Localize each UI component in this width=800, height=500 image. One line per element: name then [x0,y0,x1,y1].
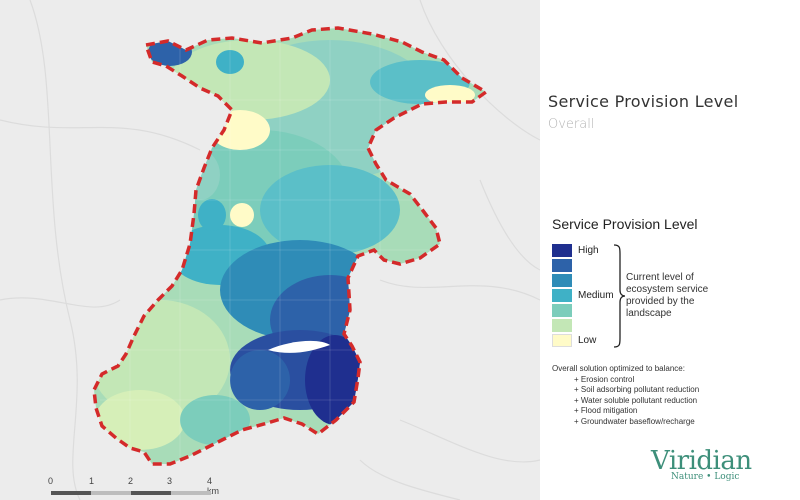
scale-segment [131,491,171,495]
legend-swatch-medium [552,289,572,302]
solution-notes: Overall solution optimized to balance: +… [552,364,699,427]
brand-tagline: Nature • Logic [671,472,740,482]
legend-swatch-high [552,244,572,257]
solution-item: + Groundwater baseflow/recharge [574,416,695,426]
scale-tick-label: 2 [128,476,134,486]
scale-segment [91,491,131,495]
legend-label-low: Low [578,335,597,346]
legend-swatch-low [552,334,572,347]
map-title: Service Provision Level [548,92,739,111]
solution-heading: Overall solution optimized to balance: [552,364,685,373]
scale-tick-label: 4 km [207,476,219,496]
scale-tick-label: 3 [167,476,173,486]
legend-label-high: High [578,245,599,256]
legend-swatch-6 [552,319,572,332]
choropleth-layer [94,28,486,464]
legend-brace [613,244,626,348]
scale-segment [171,491,211,495]
legend-description: Current level of ecosystem service provi… [626,272,709,319]
title-block: Service Provision Level Overall [548,92,738,132]
legend-title: Service Provision Level [552,216,698,232]
legend-swatch-3 [552,274,572,287]
brand-name: Viridian [651,446,752,476]
solution-item: + Erosion control [574,374,635,384]
solution-item: + Water soluble pollutant reduction [574,395,698,405]
legend-swatch-5 [552,304,572,317]
scale-tick-label: 0 [48,476,54,486]
legend-swatches: High Medium Low [552,244,752,354]
brand-logo: Viridian Nature • Logic [651,446,752,482]
solution-item: + Flood mitigation [574,406,638,415]
solution-item: + Soil adsorbing pollutant reduction [574,385,700,394]
basemap [0,0,540,500]
study-area-map [0,0,540,500]
legend: Service Provision Level High Medium Low … [552,216,792,348]
scale-segment [51,491,91,495]
map-subtitle: Overall [548,117,595,132]
legend-label-medium: Medium [578,290,614,301]
scale-tick-label: 1 [89,476,95,486]
legend-swatch-2 [552,259,572,272]
